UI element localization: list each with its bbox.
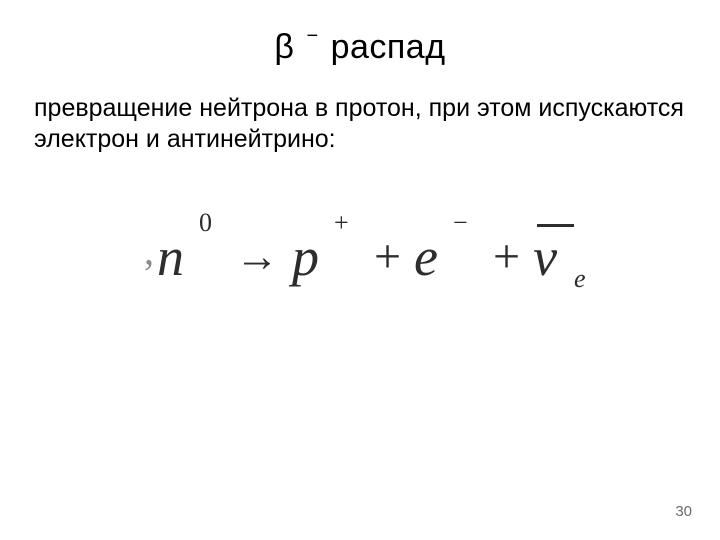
symbol-antineutrino-base: ν <box>533 227 558 287</box>
symbol-antineutrino: ν e <box>533 230 576 284</box>
symbol-proton: p + <box>292 230 338 284</box>
title-superscript: − <box>304 25 320 47</box>
symbol-proton-sup: + <box>334 210 350 236</box>
title-symbol: β <box>274 28 294 66</box>
symbol-neutron: n 0 <box>157 230 203 284</box>
symbol-neutron-base: n <box>157 227 185 287</box>
symbol-electron-base: e <box>414 227 439 287</box>
slide-title: β − распад <box>34 28 686 67</box>
plus-1: + <box>344 233 408 281</box>
body-text: превращение нейтрона в протон, при этом … <box>34 93 686 156</box>
formula-leading-mark: , <box>144 231 155 271</box>
symbol-electron: e − <box>414 230 457 284</box>
title-word: распад <box>331 28 446 66</box>
plus-2: + <box>463 233 527 281</box>
arrow-icon: → <box>209 235 286 279</box>
page-number: 30 <box>675 503 692 520</box>
symbol-electron-sup: − <box>453 210 469 236</box>
formula-container: , n 0 → p + + e − + ν e <box>34 230 686 284</box>
overbar-icon <box>537 224 574 227</box>
symbol-antineutrino-sub: e <box>574 266 587 292</box>
symbol-proton-base: p <box>292 227 320 287</box>
symbol-neutron-sup: 0 <box>199 210 213 236</box>
slide: β − распад превращение нейтрона в протон… <box>0 0 720 540</box>
beta-decay-formula: , n 0 → p + + e − + ν e <box>144 230 576 284</box>
